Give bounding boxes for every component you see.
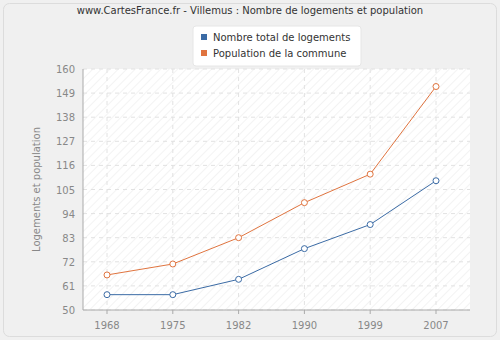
series-line	[107, 87, 436, 275]
legend-swatch	[201, 34, 207, 40]
x-tick	[107, 310, 108, 314]
x-tick-label: 1999	[357, 320, 382, 331]
legend-swatch	[201, 50, 207, 56]
background	[1, 1, 500, 340]
y-grid-line	[83, 165, 470, 166]
series-marker	[301, 246, 307, 252]
series-marker	[301, 200, 307, 206]
x-tick	[370, 310, 371, 314]
y-tick-label: 72	[62, 257, 75, 268]
y-grid-line	[83, 69, 470, 70]
x-grid-line	[436, 69, 437, 310]
x-tick-label: 1975	[160, 320, 185, 331]
x-tick-label: 2007	[423, 320, 448, 331]
y-grid-line	[83, 141, 470, 142]
y-tick-label: 61	[62, 281, 75, 292]
x-grid-line	[370, 69, 371, 310]
chart-svg: 50 61 72 83 94 105 116 127 138 149 160 1968 1975 1982…	[0, 0, 500, 340]
x-tick-label: 1968	[94, 320, 119, 331]
plot-area	[83, 69, 470, 310]
series-group	[104, 84, 439, 298]
series-line	[107, 181, 436, 295]
y-axis-label: Logements et population	[31, 127, 42, 252]
series-marker	[433, 178, 439, 184]
y-grid-line	[83, 93, 470, 94]
x-grid-line	[238, 69, 239, 310]
series-marker	[367, 222, 373, 228]
x-tick-label: 1990	[292, 320, 317, 331]
series-marker	[367, 171, 373, 177]
panel	[4, 4, 497, 337]
x-tick	[304, 310, 305, 314]
y-tick-label: 138	[56, 112, 75, 123]
y-tick-label: 149	[56, 88, 75, 99]
x-tick	[172, 310, 173, 314]
y-tick-label: 50	[62, 305, 75, 316]
legend-box	[193, 26, 361, 66]
x-grid-line	[304, 69, 305, 310]
y-grid-line	[83, 285, 470, 286]
y-grid-line	[83, 213, 470, 214]
series-marker	[104, 272, 110, 278]
y-tick-label: 83	[62, 233, 75, 244]
series-marker	[170, 261, 176, 267]
y-tick-label: 160	[56, 64, 75, 75]
chart-container: 50 61 72 83 94 105 116 127 138 149 160 1968 1975 1982…	[0, 0, 500, 340]
legend-label: Population de la commune	[213, 48, 346, 59]
series-marker	[236, 276, 242, 282]
y-grid-line	[83, 117, 470, 118]
legend: Nombre total de logements Population de l…	[193, 26, 361, 66]
y-grid-line	[83, 189, 470, 190]
y-axis	[83, 69, 84, 310]
y-tick-label: 105	[56, 185, 75, 196]
y-grid-line	[83, 310, 470, 311]
x-tick	[436, 310, 437, 314]
x-grid-line	[172, 69, 173, 310]
series-marker	[104, 292, 110, 298]
title: www.CartesFrance.fr - Villemus : Nombre …	[77, 5, 423, 16]
series-marker	[170, 292, 176, 298]
x-tick	[238, 310, 239, 314]
y-grid-line	[83, 237, 470, 238]
series-marker	[236, 235, 242, 241]
series-marker	[433, 84, 439, 90]
y-tick-label: 116	[56, 160, 75, 171]
y-tick-label: 94	[62, 209, 75, 220]
x-tick-label: 1982	[226, 320, 251, 331]
x-axis	[83, 310, 470, 311]
y-tick-label: 127	[56, 136, 75, 147]
legend-label: Nombre total de logements	[213, 32, 350, 43]
